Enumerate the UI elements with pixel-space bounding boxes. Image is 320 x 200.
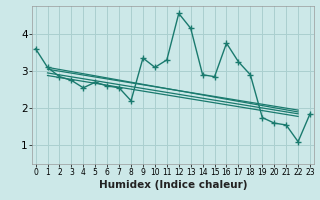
X-axis label: Humidex (Indice chaleur): Humidex (Indice chaleur) (99, 180, 247, 190)
